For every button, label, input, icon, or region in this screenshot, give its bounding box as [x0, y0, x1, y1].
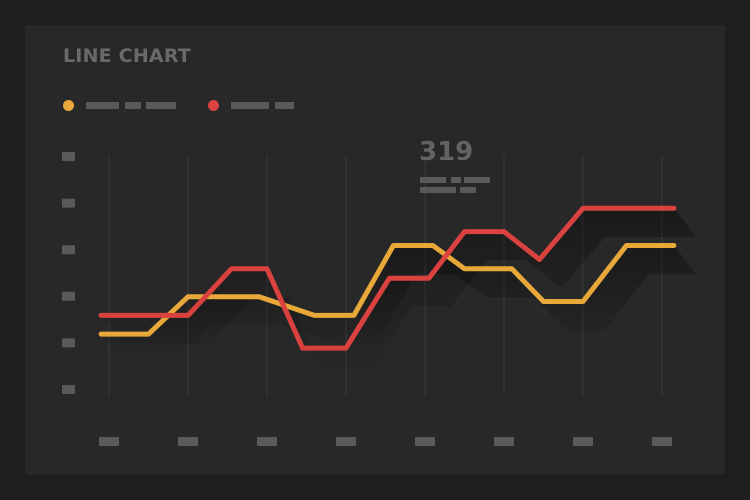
annotation-label-placeholder	[420, 177, 446, 183]
annotation-label-placeholder	[451, 177, 461, 183]
x-tick-placeholder	[178, 437, 198, 446]
legend-label-placeholder	[146, 102, 176, 109]
line-shadows	[101, 208, 696, 377]
annotation	[420, 177, 490, 193]
y-tick-placeholder	[62, 198, 75, 208]
y-tick-placeholder	[62, 152, 75, 161]
x-tick-placeholder	[257, 437, 277, 446]
y-axis-ticks	[62, 152, 75, 394]
annotation-label-placeholder	[460, 187, 476, 193]
x-tick-placeholder	[573, 437, 593, 446]
legend-dot-yellow	[63, 100, 74, 111]
legend-label-placeholder	[86, 102, 119, 109]
y-tick-placeholder	[62, 338, 75, 348]
y-tick-placeholder	[62, 245, 75, 255]
legend-label-placeholder	[275, 102, 294, 109]
chart-card	[25, 25, 725, 475]
series-lines	[98, 205, 677, 351]
series-shadow	[101, 208, 696, 377]
series-line-red	[98, 205, 677, 351]
annotation-value: 319	[419, 137, 474, 167]
annotation-label-placeholder	[464, 177, 490, 183]
series-line-yellow	[98, 243, 677, 337]
x-tick-placeholder	[652, 437, 672, 446]
x-tick-placeholder	[336, 437, 356, 446]
legend-dot-red	[208, 100, 219, 111]
chart-title: LINE CHART	[63, 45, 191, 67]
y-tick-placeholder	[62, 385, 75, 394]
annotation-label-placeholder	[420, 187, 456, 193]
x-tick-placeholder	[99, 437, 119, 446]
legend-label-placeholder	[231, 102, 269, 109]
legend-label-placeholder	[125, 102, 141, 109]
y-tick-placeholder	[62, 291, 75, 301]
x-axis-ticks	[99, 437, 672, 446]
x-tick-placeholder	[415, 437, 435, 446]
x-tick-placeholder	[494, 437, 514, 446]
